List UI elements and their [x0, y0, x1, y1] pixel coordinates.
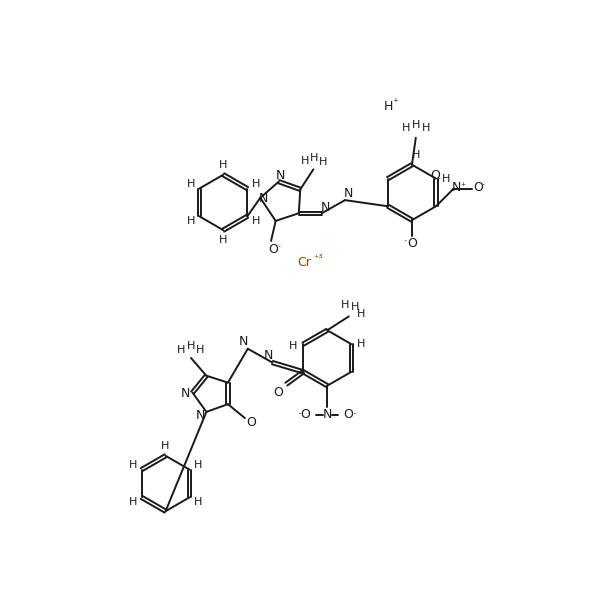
Text: H: H — [442, 174, 450, 183]
Text: N: N — [181, 387, 190, 400]
Text: ⁺³: ⁺³ — [313, 255, 323, 264]
Text: O: O — [246, 416, 256, 429]
Text: N: N — [275, 169, 285, 182]
Text: H: H — [187, 342, 195, 351]
Text: N: N — [321, 200, 330, 214]
Text: N: N — [323, 409, 332, 421]
Text: H: H — [219, 160, 228, 170]
Text: H: H — [357, 309, 365, 319]
Text: H: H — [252, 216, 260, 227]
Text: N: N — [264, 349, 273, 362]
Text: ·: · — [438, 174, 442, 185]
Text: H: H — [129, 498, 137, 507]
Text: H: H — [318, 157, 327, 167]
Text: H: H — [161, 441, 170, 451]
Text: O·: O· — [344, 409, 358, 421]
Text: O: O — [430, 169, 440, 182]
Text: H: H — [194, 460, 202, 470]
Text: H: H — [252, 178, 260, 189]
Text: H: H — [411, 120, 420, 130]
Text: H: H — [177, 345, 185, 355]
Text: H: H — [422, 123, 430, 133]
Text: ⁺: ⁺ — [460, 182, 466, 192]
Text: H: H — [289, 342, 297, 351]
Text: N: N — [196, 409, 205, 422]
Text: Cr: Cr — [297, 256, 311, 269]
Text: O: O — [407, 237, 417, 250]
Text: N: N — [239, 336, 248, 348]
Text: H: H — [402, 123, 410, 133]
Text: H: H — [310, 153, 318, 163]
Text: H: H — [219, 235, 228, 245]
Text: H: H — [301, 156, 309, 166]
Text: H: H — [357, 339, 365, 349]
Text: H: H — [341, 300, 349, 310]
Text: H: H — [194, 498, 202, 507]
Text: ·: · — [482, 180, 486, 191]
Text: H: H — [384, 100, 393, 113]
Text: N: N — [259, 192, 268, 205]
Text: H: H — [196, 345, 204, 355]
Text: H: H — [351, 302, 359, 312]
Text: O: O — [274, 386, 283, 399]
Text: N: N — [343, 187, 353, 200]
Text: H: H — [129, 460, 137, 470]
Text: H: H — [187, 216, 195, 227]
Text: H: H — [187, 178, 195, 189]
Text: O: O — [268, 243, 278, 256]
Text: N: N — [452, 180, 461, 194]
Text: ·: · — [404, 236, 408, 246]
Text: H: H — [411, 150, 420, 160]
Text: ⁺: ⁺ — [392, 98, 398, 108]
Text: O: O — [474, 181, 483, 194]
Text: ·O: ·O — [297, 409, 311, 421]
Text: ·: · — [278, 242, 281, 252]
